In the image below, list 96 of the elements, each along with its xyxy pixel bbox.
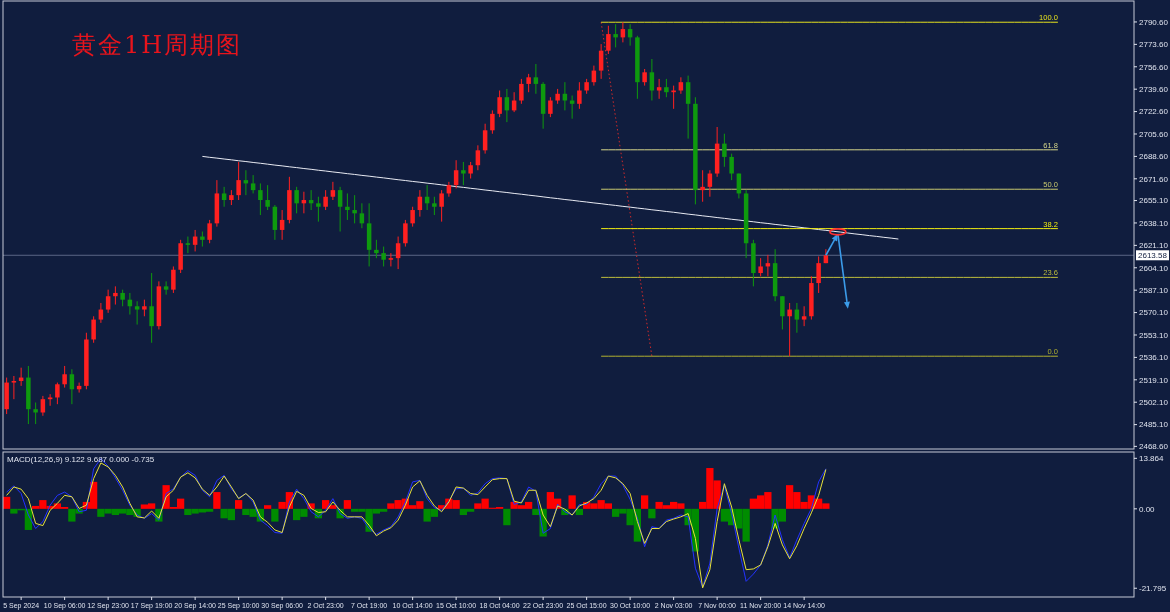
candlestick [671, 85, 676, 110]
y-tick-label: 2553.10 [1139, 330, 1169, 340]
candlestick [62, 365, 67, 389]
candlestick [55, 382, 60, 405]
candlestick [149, 272, 154, 344]
text: 黄金1H周期图 [72, 31, 243, 59]
y-tick-label: 2468.60 [1139, 442, 1169, 452]
candlestick [432, 196, 437, 216]
candlestick [519, 78, 524, 105]
line-series [201, 155, 899, 240]
y-tick-label: 2519.10 [1139, 375, 1169, 385]
candlestick [490, 109, 495, 135]
candlestick [700, 169, 705, 203]
candlestick [374, 239, 379, 259]
y-tick-label: -21.795 [1139, 584, 1167, 594]
candlestick [337, 186, 343, 233]
candlestick [403, 219, 408, 248]
y-tick-label: 2502.10 [1139, 398, 1169, 408]
chart-title: MACD(12,26,9) 9.122 9.687 0.000 -0.735 [7, 455, 155, 464]
candlestick [207, 219, 212, 244]
candlestick [664, 78, 669, 98]
y-tick-label: 2587.10 [1139, 285, 1169, 295]
y-tick-label: 0.00 [1139, 504, 1156, 514]
y-tick-label: 2671.60 [1139, 174, 1169, 184]
y-tick-label: 2485.10 [1139, 420, 1169, 430]
y-tick-label: 2604.10 [1139, 263, 1169, 273]
bar [343, 500, 351, 509]
bar [648, 508, 656, 519]
line-series [600, 21, 653, 357]
candlestick [236, 161, 241, 201]
bar [503, 508, 511, 526]
y-tick-label: 2536.10 [1139, 353, 1169, 363]
price-tag: 2613.58 [1136, 250, 1169, 261]
candlestick [352, 194, 357, 224]
candlestick [134, 300, 140, 326]
candlestick [47, 393, 53, 407]
y-tick-label: 2739.60 [1139, 84, 1169, 94]
candlestick [613, 23, 618, 48]
y-tick-label: 2621.10 [1139, 241, 1169, 251]
candlestick [577, 81, 582, 110]
candlestick [533, 63, 539, 95]
bar [264, 505, 272, 509]
candlestick [91, 315, 96, 344]
candlestick [323, 189, 328, 211]
candlestick [526, 73, 531, 93]
candlestick [105, 289, 111, 314]
bar [271, 508, 279, 522]
candlestick [685, 75, 691, 140]
candlestick [185, 236, 191, 254]
candlestick [171, 265, 176, 294]
candlestick [548, 96, 553, 118]
candlestick [801, 305, 807, 327]
candlestick [606, 25, 611, 55]
bar [213, 492, 221, 509]
y-tick-label: 13.864 [1139, 454, 1165, 464]
candlestick [598, 43, 604, 80]
candlestick [330, 181, 336, 201]
candlestick [453, 159, 459, 189]
candlestick [345, 192, 350, 221]
candlestick [439, 189, 444, 223]
candlestick [221, 186, 227, 208]
y-tick-label: 2722.60 [1139, 107, 1169, 117]
bar [641, 495, 649, 509]
candlestick [816, 255, 821, 294]
y-tick-label: 2790.60 [1139, 17, 1169, 27]
bar [235, 500, 243, 509]
y-tick-label: 2705.60 [1139, 129, 1169, 139]
candlestick [787, 302, 792, 357]
candlestick [113, 285, 118, 306]
bar [568, 495, 576, 509]
candlestick [258, 182, 263, 216]
candlestick [163, 280, 169, 296]
candlestick [729, 153, 734, 181]
candlestick [395, 236, 401, 270]
candlestick [265, 184, 270, 211]
candlestick [780, 295, 785, 330]
y-tick-label: 2570.10 [1139, 308, 1169, 318]
candlestick [410, 206, 415, 228]
candlestick [475, 144, 481, 171]
candlestick [33, 401, 38, 425]
y-tick-label: 2688.60 [1139, 152, 1169, 162]
y-tick-label: 2655.10 [1139, 196, 1169, 206]
y-tick-label: 2638.10 [1139, 218, 1169, 228]
candlestick [461, 161, 466, 186]
candlestick [388, 252, 394, 267]
candlestick [11, 375, 17, 400]
candlestick [758, 257, 763, 277]
candlestick [722, 133, 727, 168]
candlestick [294, 186, 299, 214]
candlestick [316, 196, 321, 223]
candlestick [497, 89, 502, 118]
y-tick-label: 2756.60 [1139, 62, 1169, 72]
candlestick [562, 81, 568, 111]
y-tick-label: 2773.60 [1139, 40, 1169, 50]
candlestick [381, 246, 386, 267]
candlestick [250, 174, 256, 194]
